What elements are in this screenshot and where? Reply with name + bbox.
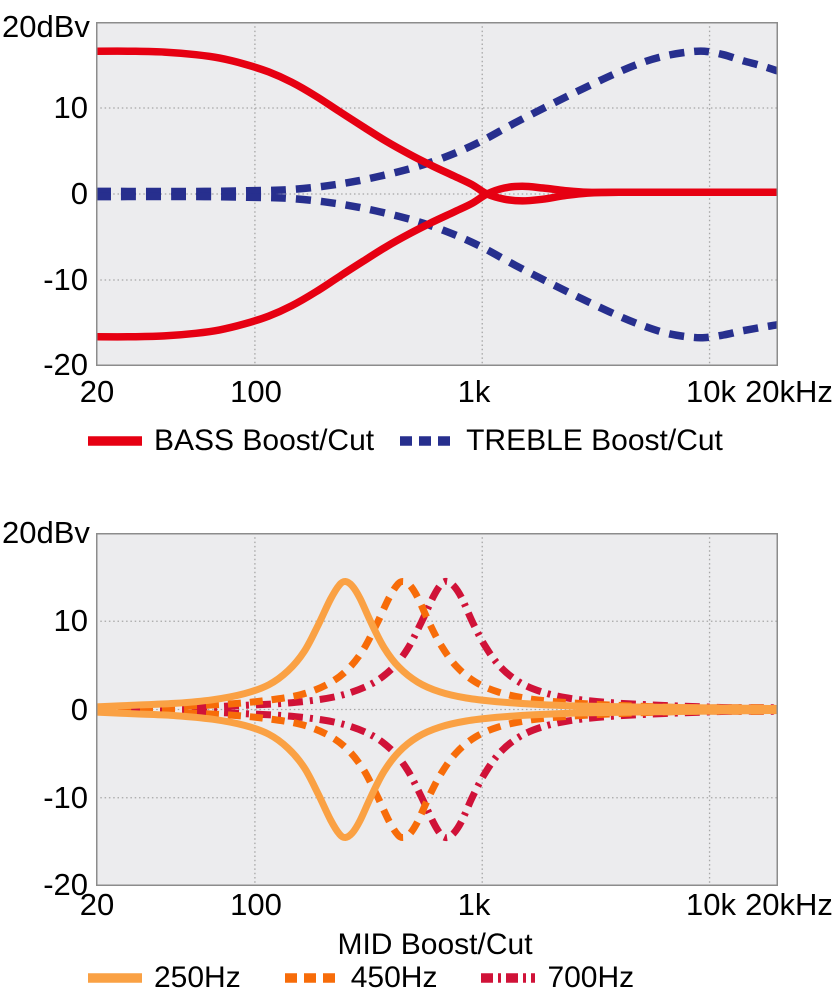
bass-line-swatch-icon xyxy=(88,436,142,446)
legend-label-250hz: 250Hz xyxy=(154,961,241,994)
bottom-chart-xtick-1k: 1k xyxy=(457,887,491,922)
top-chart-xtick-1k: 1k xyxy=(457,374,491,409)
top-chart-xtick-10k: 10k xyxy=(686,374,736,409)
top-chart-xtick-20: 20 xyxy=(79,374,115,409)
mid-boost-cut-plot xyxy=(96,533,778,886)
top-chart-xtick-100: 100 xyxy=(230,374,282,409)
legend-label-bass: BASS Boost/Cut xyxy=(154,424,375,457)
mid-450hz-swatch-icon xyxy=(284,973,339,983)
legend-item-250hz: 250Hz xyxy=(88,961,241,995)
bottom-chart-ytick-m10: -10 xyxy=(43,780,88,815)
top-chart-ytick-m20: -20 xyxy=(43,347,88,382)
bottom-chart-ytick-10: 10 xyxy=(53,603,88,638)
legend-item-700hz: 700Hz xyxy=(481,961,634,995)
bottom-chart-xtick-20: 20 xyxy=(79,887,115,922)
top-chart-ytick-10: 10 xyxy=(53,90,88,125)
bottom-chart-y-unit-label: 20dBv xyxy=(2,515,90,550)
top-chart-ytick-0: 0 xyxy=(70,176,88,211)
top-chart-xtick-20khz: 20kHz xyxy=(745,374,832,409)
treble-line-swatch-icon xyxy=(400,436,455,446)
top-chart-y-unit-label: 20dBv xyxy=(2,9,90,44)
bottom-chart-ytick-m20: -20 xyxy=(43,867,88,902)
bottom-chart-x-axis-title: MID Boost/Cut xyxy=(337,928,533,961)
legend-label-450hz: 450Hz xyxy=(350,961,438,994)
top-chart-ytick-m10: -10 xyxy=(43,262,88,297)
top-chart-legend: BASS Boost/Cut TREBLE Boost/Cut xyxy=(88,424,723,458)
legend-item-bass: BASS Boost/Cut xyxy=(88,424,374,458)
legend-item-450hz: 450Hz xyxy=(284,961,438,995)
mid-700hz-swatch-icon xyxy=(481,973,536,983)
legend-label-treble: TREBLE Boost/Cut xyxy=(466,424,723,457)
bottom-chart-xtick-10k: 10k xyxy=(686,887,736,922)
legend-label-700hz: 700Hz xyxy=(547,961,635,994)
mid-250hz-swatch-icon xyxy=(88,973,142,983)
bottom-chart-xtick-20khz: 20kHz xyxy=(745,887,832,922)
legend-item-treble: TREBLE Boost/Cut xyxy=(400,424,723,458)
bottom-chart-xtick-100: 100 xyxy=(230,887,282,922)
bottom-chart-legend: 250Hz 450Hz 700Hz xyxy=(88,961,634,995)
bottom-chart-ytick-0: 0 xyxy=(70,692,88,727)
tone-control-response-plot xyxy=(96,22,778,366)
